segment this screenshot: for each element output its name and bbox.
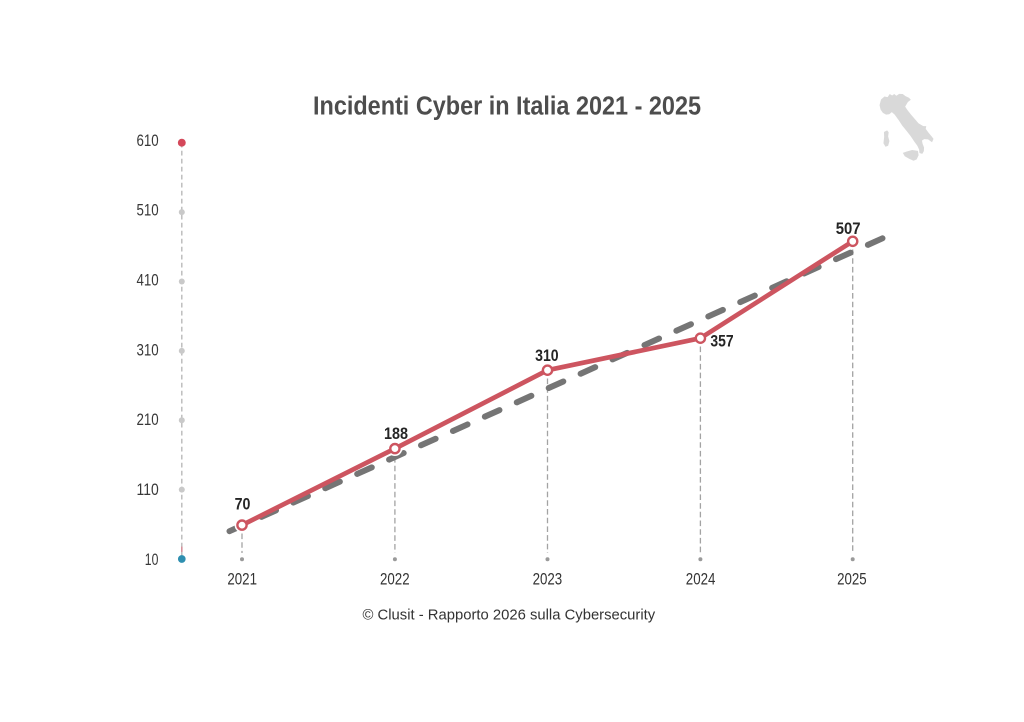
svg-text:310: 310 — [137, 341, 159, 359]
svg-text:2021: 2021 — [227, 570, 257, 588]
svg-text:2024: 2024 — [686, 570, 716, 588]
svg-text:Incidenti Cyber in Italia 2021: Incidenti Cyber in Italia 2021 - 2025 — [313, 90, 701, 120]
svg-text:110: 110 — [137, 481, 159, 499]
svg-text:2022: 2022 — [380, 570, 410, 588]
svg-text:2025: 2025 — [837, 570, 867, 588]
svg-text:© Clusit - Rapporto 2026 sulla: © Clusit - Rapporto 2026 sulla Cybersecu… — [363, 607, 656, 624]
svg-text:2023: 2023 — [533, 570, 563, 588]
svg-text:210: 210 — [137, 411, 159, 429]
svg-text:610: 610 — [137, 132, 159, 150]
svg-text:10: 10 — [145, 551, 159, 569]
svg-text:310: 310 — [535, 346, 559, 365]
svg-text:510: 510 — [137, 202, 159, 220]
svg-text:357: 357 — [710, 332, 733, 351]
svg-text:410: 410 — [137, 272, 159, 290]
svg-text:507: 507 — [836, 219, 861, 238]
svg-text:70: 70 — [235, 494, 251, 513]
svg-text:188: 188 — [384, 424, 408, 443]
